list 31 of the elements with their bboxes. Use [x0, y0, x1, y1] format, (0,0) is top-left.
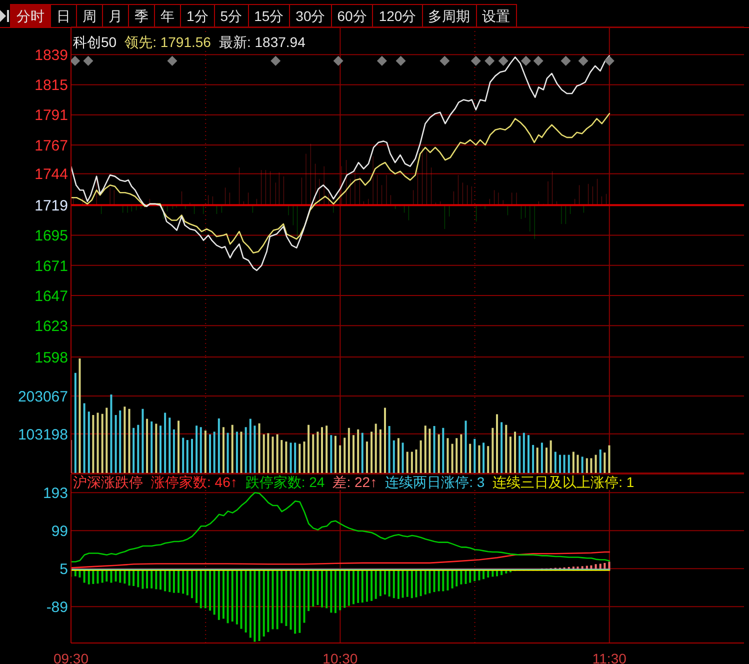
text: 涨停家数: 46↑ [151, 474, 238, 490]
y-tick-label: 1671 [34, 258, 68, 275]
y-tick-label: 1623 [34, 318, 68, 336]
text: 最新: 1837.94 [218, 34, 306, 50]
y-tick-label: 203067 [18, 388, 68, 406]
x-tick-label: 09:30 [53, 650, 89, 664]
y-tick-label: 1791 [34, 107, 68, 124]
y-tick-label: 99 [51, 523, 68, 540]
y-tick-label: 1815 [34, 77, 68, 94]
y-tick-label: 1744 [34, 166, 68, 184]
y-tick-label: 5 [60, 561, 68, 578]
tab: 设置 [476, 4, 517, 27]
text: 科创50 [73, 34, 117, 50]
y-tick-label: -89 [46, 599, 68, 616]
chart-title: 沪深涨跌停 [73, 474, 143, 490]
text: 连续两日涨停: 3 [385, 474, 485, 490]
y-tick-label: 193 [42, 485, 68, 502]
text: 连续三日及以上涨停: 1 [492, 474, 634, 490]
series-label: 跌停家数: 24 [245, 474, 325, 490]
text: 领先: 1791.56 [124, 34, 211, 50]
y-tick-label: 103198 [18, 426, 68, 444]
y-tick-label: 1598 [34, 349, 68, 366]
x-tick-label: 11:30 [592, 650, 627, 664]
y-tick-label: 1647 [34, 288, 68, 305]
x-tick-label: 10:30 [322, 650, 358, 664]
text: 差: 22↑ [332, 474, 378, 490]
tab: 分时 [10, 4, 51, 27]
y-tick-label: 1839 [34, 47, 68, 64]
y-tick-label: 1719 [34, 198, 68, 215]
y-tick-label: 1767 [34, 137, 68, 154]
y-tick-label: 1695 [34, 228, 68, 245]
